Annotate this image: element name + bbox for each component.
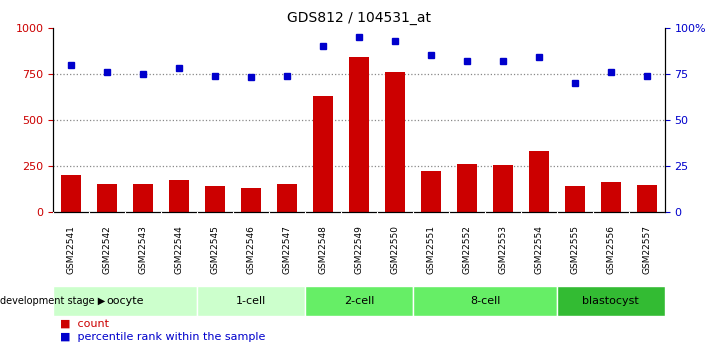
Bar	[637, 185, 657, 212]
Bar	[305, 286, 413, 316]
Text: GSM22547: GSM22547	[282, 225, 292, 274]
Bar	[601, 182, 621, 212]
Text: GSM22550: GSM22550	[390, 225, 400, 274]
Text: GSM22542: GSM22542	[103, 225, 112, 274]
Text: 8-cell: 8-cell	[470, 296, 500, 306]
Text: GSM22554: GSM22554	[535, 225, 543, 274]
Bar	[493, 165, 513, 212]
Bar	[197, 286, 305, 316]
Bar	[53, 286, 197, 316]
Bar	[385, 72, 405, 212]
Bar	[529, 151, 549, 212]
Text: ■  count: ■ count	[60, 319, 109, 329]
Text: GSM22551: GSM22551	[427, 225, 436, 274]
Bar	[349, 57, 369, 212]
Text: GSM22552: GSM22552	[462, 225, 471, 274]
Bar	[97, 184, 117, 212]
Bar	[457, 164, 477, 212]
Bar	[557, 286, 665, 316]
Title: GDS812 / 104531_at: GDS812 / 104531_at	[287, 11, 431, 25]
Text: GSM22548: GSM22548	[319, 225, 328, 274]
Bar	[565, 186, 584, 212]
Text: GSM22544: GSM22544	[175, 225, 183, 274]
Bar	[205, 186, 225, 212]
Text: GSM22545: GSM22545	[210, 225, 220, 274]
Text: ■  percentile rank within the sample: ■ percentile rank within the sample	[60, 332, 266, 342]
Text: development stage ▶: development stage ▶	[0, 296, 105, 306]
Text: 1-cell: 1-cell	[236, 296, 267, 306]
Text: 2-cell: 2-cell	[344, 296, 374, 306]
Text: GSM22556: GSM22556	[606, 225, 615, 274]
Bar	[169, 180, 189, 212]
Bar	[313, 96, 333, 212]
Bar	[413, 286, 557, 316]
Text: GSM22553: GSM22553	[498, 225, 508, 274]
Text: oocyte: oocyte	[107, 296, 144, 306]
Bar	[61, 175, 81, 212]
Text: GSM22557: GSM22557	[642, 225, 651, 274]
Text: blastocyst: blastocyst	[582, 296, 639, 306]
Bar	[134, 185, 153, 212]
Bar	[241, 188, 261, 212]
Text: GSM22555: GSM22555	[570, 225, 579, 274]
Text: GSM22543: GSM22543	[139, 225, 148, 274]
Bar	[421, 171, 441, 212]
Bar	[277, 185, 297, 212]
Text: GSM22546: GSM22546	[247, 225, 256, 274]
Text: GSM22549: GSM22549	[355, 225, 363, 274]
Text: GSM22541: GSM22541	[67, 225, 76, 274]
